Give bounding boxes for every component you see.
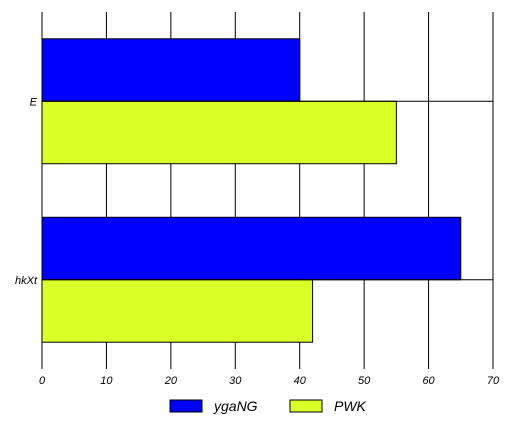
legend-label-ygaNG: ygaNG xyxy=(213,398,258,414)
x-tick-label: 30 xyxy=(229,375,242,387)
x-axis-ticks: 0 10 20 30 40 50 60 70 xyxy=(39,375,500,387)
x-tick-label: 70 xyxy=(487,375,500,387)
legend-label-PWK: PWK xyxy=(334,398,367,414)
legend-swatch-PWK xyxy=(289,399,323,413)
x-tick-label: 50 xyxy=(358,375,371,387)
bar-ygaNG-hkXt xyxy=(41,216,462,281)
x-tick-label: 0 xyxy=(39,375,46,387)
y-tick-label: E xyxy=(30,96,38,108)
bar-PWK-hkXt xyxy=(41,279,314,343)
bars xyxy=(41,38,462,343)
bar-ygaNG-E xyxy=(41,38,301,102)
y-tick-label: hkXt xyxy=(15,275,38,287)
x-tick-label: 20 xyxy=(164,375,178,387)
legend: ygaNG PWK xyxy=(169,398,367,414)
legend-swatch-ygaNG xyxy=(169,399,203,413)
category-guides xyxy=(42,100,493,281)
x-tick-label: 60 xyxy=(422,375,435,387)
bar-PWK-E xyxy=(41,100,397,165)
x-tick-label: 40 xyxy=(294,375,307,387)
x-tick-label: 10 xyxy=(100,375,113,387)
